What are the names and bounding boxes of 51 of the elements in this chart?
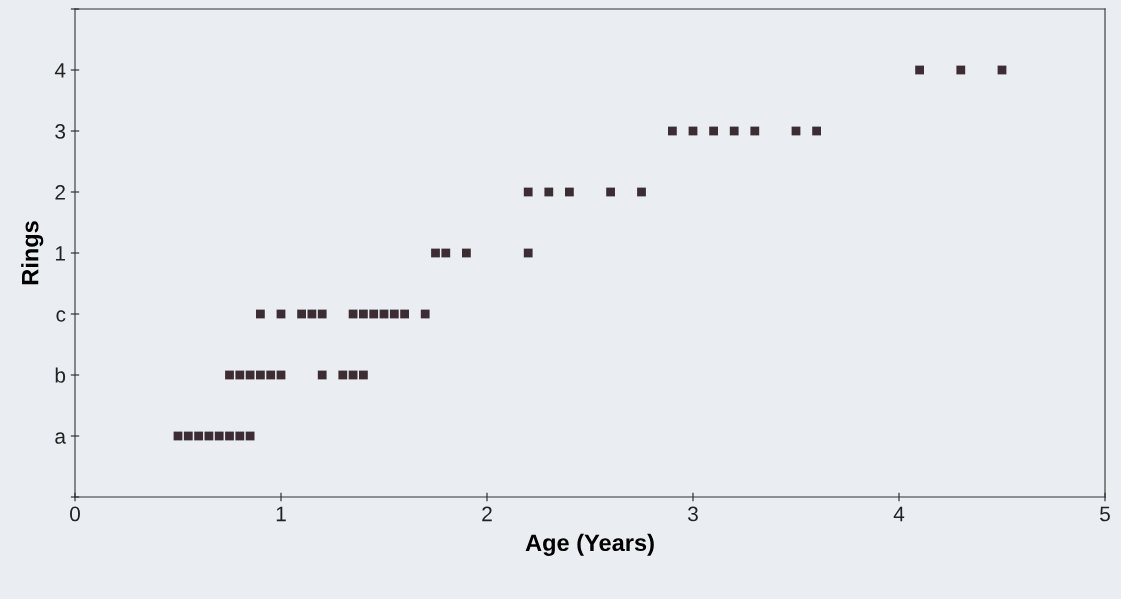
point xyxy=(194,431,203,441)
point xyxy=(214,431,224,441)
point xyxy=(729,126,739,136)
y-tick-label: 2 xyxy=(55,185,65,200)
y-tick-label: 4 xyxy=(54,63,66,78)
point xyxy=(338,370,348,380)
point xyxy=(915,65,924,75)
point xyxy=(359,370,368,380)
x-tick-label: 5 xyxy=(1100,506,1110,522)
point xyxy=(400,309,409,319)
point xyxy=(317,370,327,380)
point xyxy=(637,187,646,197)
point xyxy=(266,370,276,380)
point xyxy=(359,309,368,319)
point xyxy=(750,126,760,136)
y-tick-label: 3 xyxy=(55,124,66,139)
point xyxy=(420,309,430,319)
x-tick-label: 3 xyxy=(688,506,698,522)
point xyxy=(709,126,718,136)
y-tick-label: 1 xyxy=(55,246,65,261)
point xyxy=(297,309,306,319)
point xyxy=(668,126,677,136)
point xyxy=(225,431,234,441)
x-tick-label: 4 xyxy=(893,506,905,522)
point xyxy=(565,187,574,197)
point xyxy=(235,431,245,441)
point xyxy=(317,309,327,319)
point xyxy=(256,370,265,380)
point xyxy=(389,309,399,319)
x-tick-label: 1 xyxy=(276,506,286,522)
x-tick-label: 2 xyxy=(482,506,492,522)
y-tick-label: c xyxy=(56,310,66,322)
y-tick-label: a xyxy=(55,432,66,444)
point xyxy=(225,370,234,380)
point xyxy=(956,65,966,75)
point xyxy=(431,248,440,258)
point xyxy=(523,187,533,197)
point xyxy=(183,431,193,441)
y-tick-label: b xyxy=(55,367,66,383)
y-axis-title: Rings xyxy=(21,221,44,285)
point xyxy=(812,126,821,136)
point xyxy=(235,370,245,380)
point xyxy=(441,248,451,258)
point xyxy=(523,248,533,258)
point xyxy=(544,187,554,197)
point xyxy=(606,187,615,197)
x-tick-label: 0 xyxy=(70,506,80,522)
x-axis-title: Age (Years) xyxy=(525,533,654,556)
point xyxy=(256,309,265,319)
point xyxy=(369,309,379,319)
point xyxy=(462,248,471,258)
